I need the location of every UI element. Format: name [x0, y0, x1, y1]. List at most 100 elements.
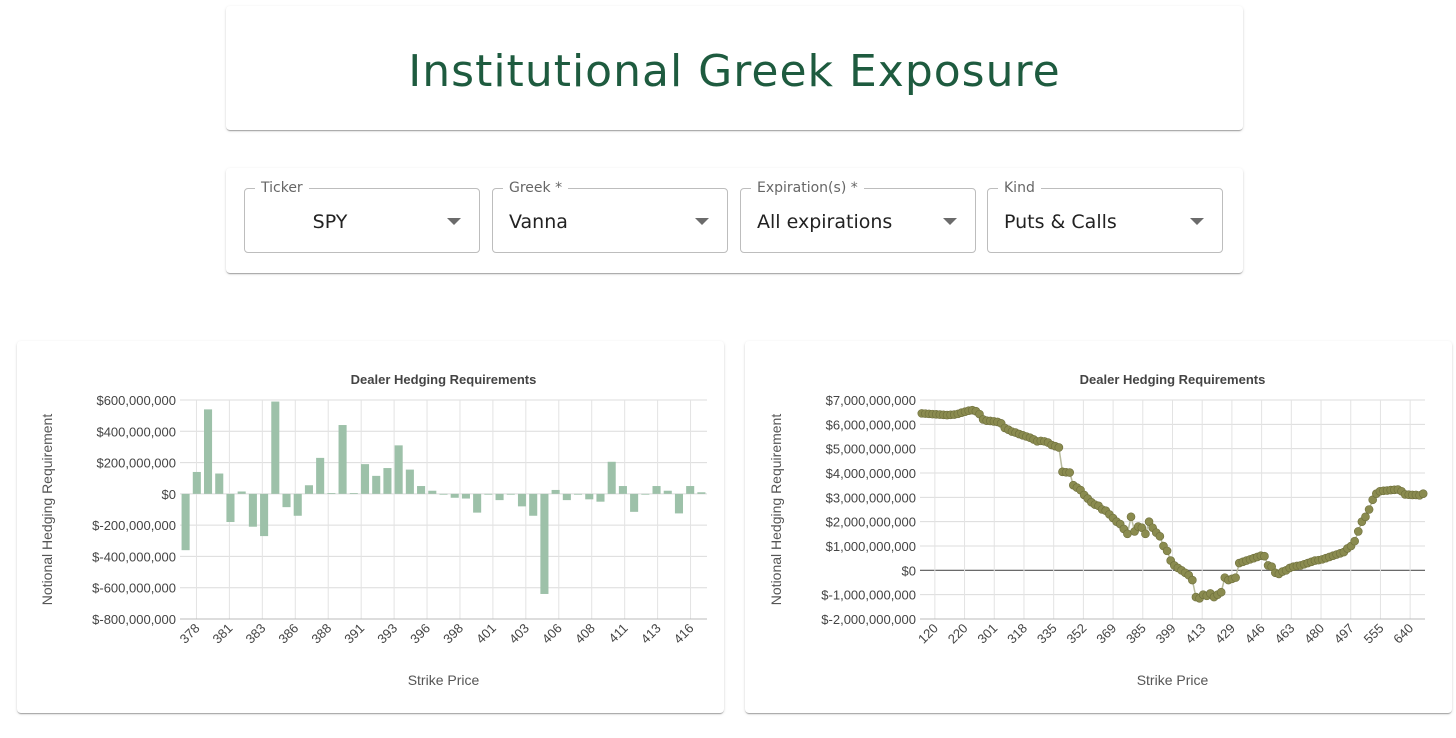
- bar: [585, 493, 594, 500]
- x-tick-label: 393: [374, 621, 400, 647]
- expiration-label: Expiration(s) *: [751, 180, 864, 196]
- bar-chart: Dealer Hedging Requirements $600,000,000 $…: [39, 372, 707, 688]
- x-axis-label: Strike Price: [1137, 672, 1209, 688]
- bar: [327, 493, 336, 494]
- scatter-chart-card: Dealer Hedging Requirements $7,000,000,00…: [745, 341, 1452, 713]
- x-tick-label: 416: [671, 621, 697, 647]
- bar: [282, 493, 291, 508]
- greek-label: Greek *: [503, 180, 569, 196]
- x-tick-label: 352: [1064, 621, 1090, 647]
- ticker-select[interactable]: Ticker SPY: [244, 180, 480, 253]
- data-point: [1065, 468, 1074, 477]
- x-tick-label: 429: [1212, 621, 1238, 647]
- bar: [697, 492, 706, 494]
- y-tick-label: $-2,000,000,000: [821, 612, 916, 627]
- data-point: [1155, 531, 1165, 541]
- bar: [517, 493, 527, 507]
- data-point: [1353, 527, 1363, 536]
- bar: [394, 445, 403, 494]
- bar: [349, 493, 358, 494]
- bar: [540, 493, 549, 594]
- bar: [574, 493, 583, 495]
- y-tick-label: $-400,000,000: [92, 549, 176, 564]
- x-tick-label: 335: [1034, 621, 1060, 647]
- bar: [484, 493, 493, 495]
- x-tick-label: 388: [308, 621, 334, 647]
- page-title: Institutional Greek Exposure: [408, 46, 1061, 97]
- bar: [439, 493, 448, 495]
- bar: [461, 493, 470, 499]
- x-tick-label: 398: [440, 621, 466, 647]
- x-tick-label: 406: [539, 621, 565, 647]
- x-tick-label: 301: [974, 621, 1000, 647]
- x-tick-label: 413: [638, 621, 664, 647]
- bar: [215, 473, 224, 494]
- y-tick-label: $5,000,000,000: [826, 442, 916, 457]
- bar: [529, 493, 538, 516]
- y-tick-label: $-200,000,000: [92, 518, 176, 533]
- data-point: [1361, 512, 1370, 522]
- kind-select[interactable]: Kind Puts & Calls: [987, 180, 1223, 253]
- bar: [271, 401, 280, 494]
- x-tick-label: 318: [1004, 621, 1030, 647]
- x-tick-label: 403: [506, 621, 532, 647]
- y-axis-label: Notional Hedging Requirement: [768, 414, 784, 606]
- y-tick-label: $-800,000,000: [92, 612, 176, 627]
- data-point: [1054, 443, 1064, 452]
- y-axis-label: Notional Hedging Requirement: [39, 414, 55, 606]
- bar: [192, 471, 201, 494]
- y-tick-label: $-600,000,000: [92, 581, 176, 596]
- bar: [203, 409, 213, 494]
- y-tick-label: $7,000,000,000: [826, 393, 916, 408]
- data-point: [1188, 575, 1197, 585]
- bar: [372, 475, 381, 494]
- y-tick-label: $4,000,000,000: [826, 466, 916, 481]
- data-point: [1418, 489, 1428, 498]
- ticker-label: Ticker: [255, 180, 309, 196]
- bar: [607, 461, 616, 494]
- bar: [562, 493, 571, 501]
- x-tick-label: 386: [275, 621, 301, 647]
- bar: [618, 486, 627, 494]
- x-tick-label: 396: [407, 621, 433, 647]
- bar: [417, 486, 426, 494]
- chevron-down-icon[interactable]: [447, 218, 461, 225]
- bar: [686, 486, 695, 494]
- bar: [304, 485, 313, 494]
- bar: [293, 493, 302, 516]
- y-tick-label: $2,000,000,000: [826, 515, 916, 530]
- data-point: [1350, 536, 1359, 546]
- bar: [630, 493, 639, 512]
- bar: [338, 425, 347, 494]
- chart-title: Dealer Hedging Requirements: [1080, 372, 1266, 387]
- x-tick-label: 555: [1361, 621, 1387, 647]
- bar: [428, 490, 437, 494]
- x-tick-label: 220: [945, 621, 971, 647]
- chevron-down-icon[interactable]: [695, 218, 709, 225]
- data-point: [1364, 505, 1374, 514]
- y-tick-label: $3,000,000,000: [826, 490, 916, 505]
- chevron-down-icon[interactable]: [943, 218, 957, 225]
- bar: [652, 486, 661, 494]
- bar: [596, 493, 605, 502]
- expiration-select[interactable]: Expiration(s) * All expirations: [740, 180, 976, 253]
- bar: [641, 493, 650, 495]
- scatter-chart: Dealer Hedging Requirements $7,000,000,00…: [768, 372, 1428, 688]
- greek-select[interactable]: Greek * Vanna: [492, 180, 728, 253]
- greek-value: Vanna: [509, 211, 568, 233]
- x-tick-label: 378: [177, 621, 203, 647]
- bar: [226, 493, 235, 523]
- x-tick-label: 480: [1301, 621, 1327, 647]
- bar: [248, 493, 257, 527]
- chevron-down-icon[interactable]: [1190, 218, 1204, 225]
- bar: [663, 490, 672, 494]
- x-tick-label: 401: [473, 621, 499, 647]
- kind-label: Kind: [998, 180, 1041, 196]
- data-point: [1126, 512, 1136, 522]
- y-tick-label: $600,000,000: [96, 393, 176, 408]
- bar: [506, 493, 515, 495]
- x-tick-label: 411: [606, 621, 631, 646]
- y-tick-label: $-1,000,000,000: [821, 588, 916, 603]
- x-axis-label: Strike Price: [408, 672, 480, 688]
- x-tick-label: 381: [210, 621, 236, 647]
